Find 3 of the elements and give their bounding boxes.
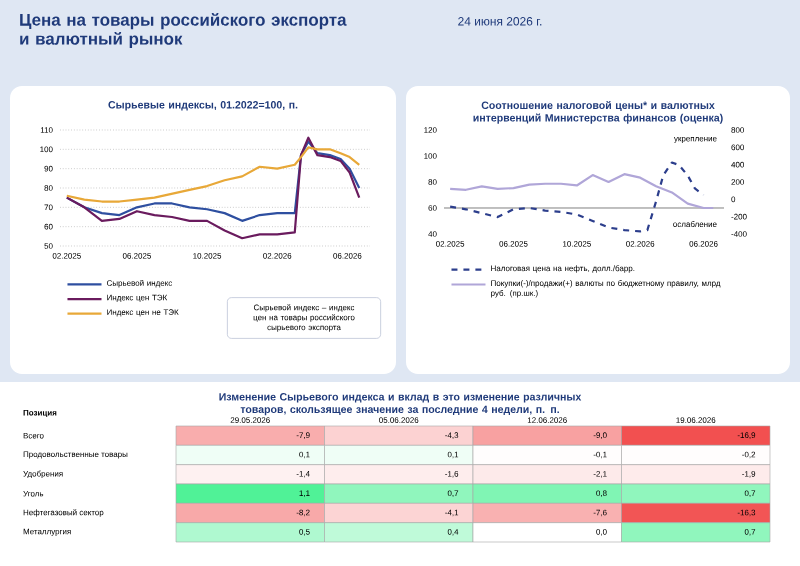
- line-series: [449, 173, 715, 210]
- text: Цена на товары российского экспорта и валютный рынок: [20, 13, 347, 49]
- line-series: [65, 136, 361, 240]
